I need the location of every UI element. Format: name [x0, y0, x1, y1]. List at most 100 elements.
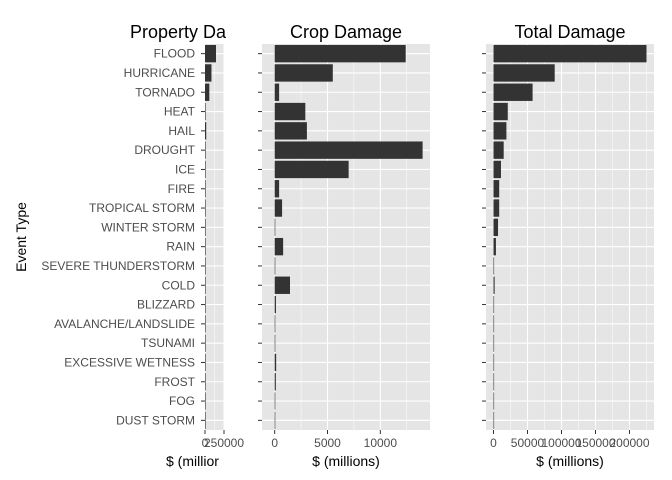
category-label: FLOOD — [154, 47, 196, 61]
category-label: BLIZZARD — [137, 298, 195, 312]
total-damage-bar — [493, 160, 501, 179]
crop-damage-title: Crop Damage — [290, 22, 402, 42]
category-label: ICE — [175, 162, 195, 176]
total-damage-bar — [493, 141, 504, 159]
property-damage-bar — [205, 353, 206, 372]
total-damage-bar — [493, 64, 555, 82]
property-damage-bar — [205, 392, 206, 410]
category-label: TROPICAL STORM — [89, 201, 195, 215]
property-damage-bar — [205, 102, 206, 121]
total-damage-xtick-label: 150000 — [575, 436, 615, 450]
property-damage-bar — [205, 334, 206, 352]
total-damage-bar — [493, 122, 507, 140]
category-label: COLD — [162, 278, 196, 292]
total-damage-bar — [493, 257, 495, 275]
total-damage-plot-background — [486, 44, 654, 430]
category-label: RAIN — [166, 240, 195, 254]
category-label: SEVERE THUNDERSTORM — [41, 259, 195, 273]
category-label: FOG — [169, 394, 195, 408]
property-damage-bar — [205, 180, 206, 198]
category-label: TSUNAMI — [141, 336, 195, 350]
crop-damage-bar — [274, 160, 349, 179]
crop-damage-bar — [274, 237, 284, 256]
crop-damage-bar — [274, 180, 280, 198]
category-label: HAIL — [168, 124, 195, 138]
crop-damage-xtick-label: 0 — [271, 436, 278, 450]
total-damage-bar — [493, 199, 500, 217]
total-damage-xlabel: $ (millions) — [536, 453, 604, 469]
category-label: AVALANCHE/LANDSLIDE — [54, 317, 195, 331]
property-damage-bar — [205, 122, 207, 140]
total-damage-bar — [493, 180, 500, 198]
property-damage-bar — [205, 276, 206, 294]
crop-damage-bar — [274, 122, 307, 140]
property-damage-bar — [205, 64, 212, 82]
category-label: WINTER STORM — [101, 220, 195, 234]
property-damage-xtick-label: 0 — [202, 436, 209, 450]
property-damage-xtick-label: 250000 — [204, 436, 244, 450]
total-damage-xtick-label: 50000 — [511, 436, 545, 450]
total-damage-bar — [493, 334, 495, 352]
crop-damage-bar — [274, 315, 276, 333]
crop-damage-xtick-label: 10000 — [364, 436, 398, 450]
property-damage-bar — [205, 315, 206, 333]
property-damage-title: Property Da — [130, 22, 227, 42]
property-damage-bar — [205, 373, 206, 391]
crop-damage-bar — [274, 64, 333, 82]
category-label: HEAT — [164, 105, 196, 119]
property-damage-bar — [205, 237, 206, 256]
crop-damage-bar — [274, 83, 280, 101]
property-damage-bar — [205, 257, 206, 275]
property-damage-bar — [205, 160, 206, 179]
total-damage-bar — [493, 353, 495, 372]
total-damage-bar — [493, 237, 496, 256]
crop-damage-xlabel: $ (millions) — [312, 453, 380, 469]
category-labels: FLOOD HURRICANE TORNADO HEAT HAIL DROUGHT ICE F… — [41, 47, 195, 428]
category-label: DROUGHT — [134, 143, 195, 157]
property-damage-bar — [205, 411, 206, 430]
property-damage-bar — [205, 295, 206, 314]
crop-damage-bar — [274, 102, 306, 121]
total-damage-xtick-label: 200000 — [609, 436, 649, 450]
crop-damage-bar — [274, 334, 276, 352]
total-damage-bar — [493, 218, 499, 237]
total-damage-xtick-label: 0 — [490, 436, 497, 450]
category-label: DUST STORM — [116, 413, 195, 427]
total-damage-xtick-label: 100000 — [541, 436, 581, 450]
crop-damage-bar — [274, 392, 276, 410]
total-damage-title: Total Damage — [514, 22, 625, 42]
y-axis-label: Event Type — [13, 202, 29, 272]
crop-damage-bar — [274, 44, 406, 63]
total-damage-bar — [493, 315, 495, 333]
total-damage-bar — [493, 411, 495, 430]
crop-damage-bar — [274, 257, 276, 275]
crop-damage-xtick-label: 5000 — [314, 436, 341, 450]
category-label: TORNADO — [135, 85, 195, 99]
crop-damage-bar — [274, 199, 283, 217]
total-damage-bar — [493, 102, 508, 121]
crop-damage-bar — [274, 295, 276, 314]
category-label: HURRICANE — [124, 66, 195, 80]
crop-damage-bar — [274, 353, 277, 372]
total-damage-bar — [493, 373, 495, 391]
property-damage-bar — [205, 199, 206, 217]
total-damage-bar — [493, 44, 647, 63]
crop-damage-bar — [274, 141, 423, 159]
crop-damage-bar — [274, 218, 276, 237]
crop-damage-plot-background — [262, 44, 430, 430]
property-damage-xlabel: $ (millior — [166, 453, 219, 469]
crop-damage-bar — [274, 276, 290, 294]
category-label: EXCESSIVE WETNESS — [64, 355, 195, 369]
crop-damage-bar — [274, 373, 276, 391]
category-label: FIRE — [168, 182, 195, 196]
property-damage-bar — [205, 141, 206, 159]
total-damage-panel: Total Damage $ (millions) 0 5000010000015… — [482, 22, 654, 469]
total-damage-bar — [493, 276, 495, 294]
property-damage-bar — [205, 83, 210, 101]
property-damage-bar — [205, 218, 206, 237]
total-damage-bar — [493, 83, 533, 101]
property-damage-bar — [205, 44, 216, 63]
category-label: FROST — [154, 375, 195, 389]
